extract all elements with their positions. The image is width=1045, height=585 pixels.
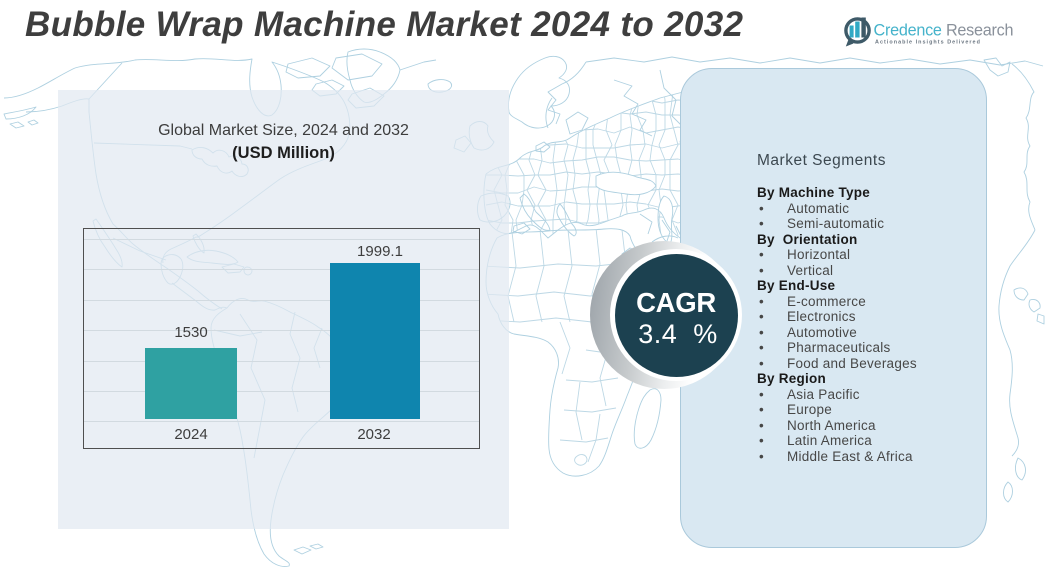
svg-text:Credence Research: Credence Research <box>874 22 1014 40</box>
svg-text:Actionable Insights Delivered: Actionable Insights Delivered <box>875 40 981 46</box>
